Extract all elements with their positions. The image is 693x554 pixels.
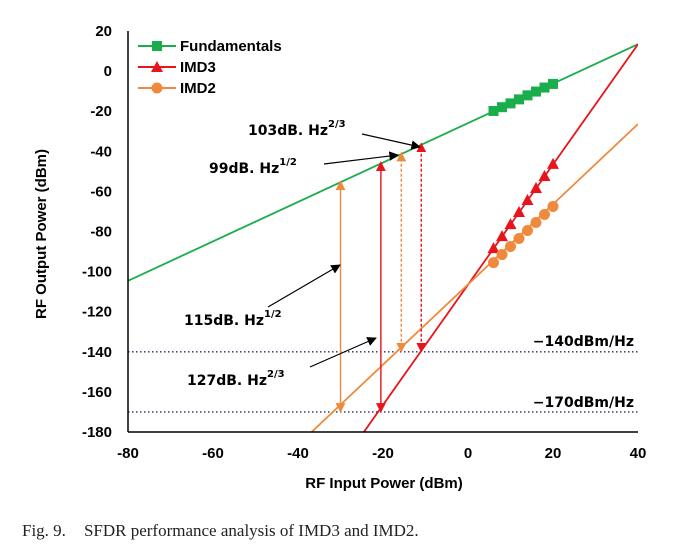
y-tick-label: -20 [90, 103, 112, 120]
y-tick-label: -180 [82, 424, 112, 441]
caption-label: Fig. 9. [22, 521, 66, 540]
ref-label-140: −140dBm/Hz [533, 334, 634, 350]
data-point-fundamentals [488, 105, 499, 116]
y-tick-label: -100 [82, 264, 112, 281]
x-tick-label: -80 [117, 445, 139, 462]
x-tick-label: 20 [545, 445, 562, 462]
data-point-fundamentals [497, 102, 507, 113]
legend-marker [151, 61, 163, 72]
legend-label: IMD3 [180, 59, 216, 76]
annotation-99: 99dB. Hz1/2 [209, 151, 399, 177]
svg-text:115dB. Hz1/2: 115dB. Hz1/2 [184, 309, 282, 329]
data-point-fundamentals [531, 86, 541, 97]
x-tick-label: -60 [202, 445, 224, 462]
x-tick-label: -20 [372, 445, 394, 462]
data-point-imd2 [513, 233, 525, 245]
y-tick-label: -160 [82, 384, 112, 401]
y-tick-label: -80 [90, 224, 112, 241]
y-tick-label: 0 [104, 63, 112, 80]
data-point-imd2 [505, 241, 516, 253]
y-axis-title: RF Output Power (dBm) [33, 149, 50, 319]
annotation-115: 115dB. Hz1/2 [184, 264, 341, 329]
data-point-imd3 [538, 169, 551, 181]
x-tick-label: -40 [287, 445, 309, 462]
data-point-imd2 [539, 208, 550, 220]
legend-label: Fundamentals [180, 38, 282, 55]
svg-text:99dB. Hz1/2: 99dB. Hz1/2 [209, 157, 297, 177]
figure-caption: Fig. 9. SFDR performance analysis of IMD3… [22, 521, 437, 541]
data-point-imd3 [547, 157, 559, 169]
data-point-imd3 [496, 230, 508, 242]
legend-marker [151, 82, 163, 94]
sfdr-chart: -80 -60 -40 -20 0 20 40 20 0 -20 -40 -60 -80 -100 -12… [33, 23, 647, 492]
data-point-imd2 [488, 257, 499, 269]
data-point-imd2 [547, 200, 559, 212]
data-point-imd3 [513, 206, 525, 218]
y-tick-label: -40 [90, 143, 112, 160]
ref-label-170: −170dBm/Hz [533, 395, 634, 411]
data-point-imd2 [522, 224, 533, 236]
legend-marker [152, 41, 162, 51]
y-tick-label: -60 [90, 183, 112, 200]
data-point-fundamentals [522, 90, 533, 101]
x-tick-label: 0 [464, 445, 472, 462]
data-point-imd3 [521, 194, 534, 206]
svg-text:127dB. Hz2/3: 127dB. Hz2/3 [187, 369, 285, 389]
legend-label: IMD2 [180, 80, 216, 97]
data-point-fundamentals [539, 82, 550, 93]
data-point-imd3 [487, 242, 500, 254]
x-tick-label: 40 [630, 445, 647, 462]
annotation-127: 127dB. Hz2/3 [187, 337, 377, 389]
y-tick-label: 20 [95, 23, 112, 40]
x-axis-title: RF Input Power (dBm) [305, 475, 463, 492]
data-point-fundamentals [514, 94, 524, 105]
y-tick-label: -120 [82, 304, 112, 321]
data-point-imd3 [504, 218, 517, 230]
data-point-imd2 [496, 249, 508, 261]
annotation-103: 103dB. Hz2/3 [248, 119, 421, 150]
data-point-imd2 [530, 216, 542, 228]
y-tick-label: -140 [82, 344, 112, 361]
fit-line-imd2 [310, 123, 638, 432]
data-point-imd3 [530, 181, 542, 193]
data-point-fundamentals [505, 98, 516, 109]
data-point-fundamentals [548, 78, 558, 89]
legend: Fundamentals IMD3 IMD2 [138, 38, 282, 97]
svg-text:103dB. Hz2/3: 103dB. Hz2/3 [248, 119, 346, 139]
caption-text: SFDR performance analysis of IMD3 and IM… [83, 521, 419, 540]
